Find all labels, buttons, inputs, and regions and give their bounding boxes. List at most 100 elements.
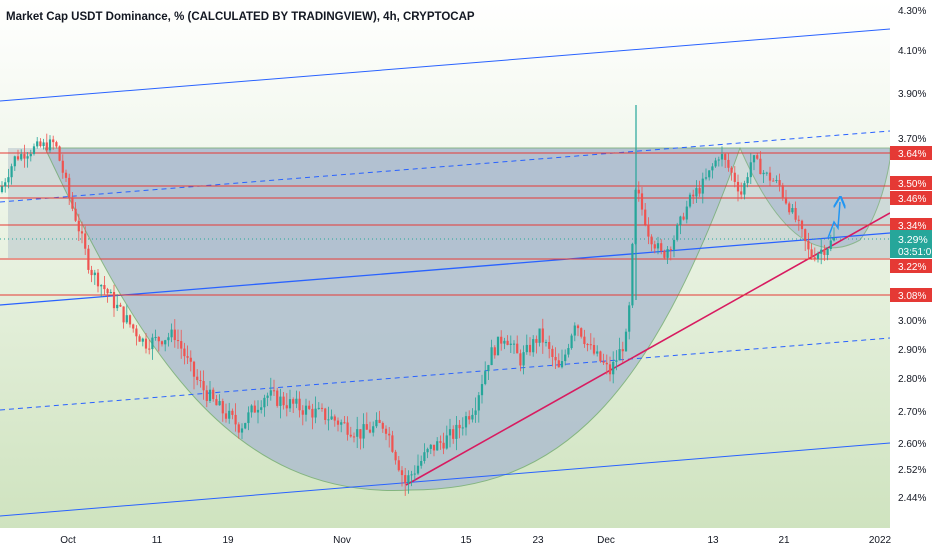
candle-body [160, 341, 164, 345]
candle-body [55, 142, 58, 147]
candle-body [221, 401, 224, 414]
level-badge-label: 3.08% [898, 291, 926, 302]
candle-body [349, 434, 352, 437]
candle-body [109, 292, 112, 294]
candle-body [522, 352, 525, 366]
candle-body [560, 361, 564, 368]
candle-body [605, 362, 608, 365]
candle-body [192, 361, 196, 377]
level-badge: 3.08% [890, 288, 932, 302]
candle-body [589, 344, 592, 346]
channel-lower-dashed [0, 337, 891, 411]
price-tick-label: 3.90% [898, 89, 926, 100]
candle-body [586, 344, 589, 346]
level-badge: 3.64% [890, 146, 932, 160]
candle-body [628, 305, 631, 332]
candle-body [167, 337, 170, 341]
candle-body [698, 188, 701, 194]
candle-body [464, 416, 468, 428]
candle-body [400, 470, 404, 476]
candle-body [42, 142, 45, 147]
level-badge-label: 3.64% [898, 149, 926, 160]
candle-body [484, 371, 487, 385]
candle-body [596, 351, 599, 354]
candle-body [0, 186, 4, 192]
candle-body [327, 419, 330, 421]
candle-body [759, 158, 762, 175]
candle-body [503, 340, 506, 344]
candle-body [122, 306, 125, 323]
level-badge: 3.50% [890, 176, 932, 190]
candle-body [391, 435, 394, 452]
candle-body [832, 237, 836, 241]
time-tick-label: 19 [222, 535, 234, 546]
candle-body [45, 142, 48, 151]
candle-body [420, 460, 423, 466]
candle-body [279, 396, 282, 406]
candle-body [701, 178, 704, 194]
time-axis[interactable] [0, 528, 932, 550]
candle-body [612, 361, 615, 375]
level-badge: 3.46% [890, 191, 932, 205]
candle-body [112, 292, 116, 309]
candle-body [84, 233, 87, 249]
candle-body [500, 336, 503, 344]
candle-body [298, 398, 301, 411]
candle-body [826, 249, 829, 255]
candle-body [461, 427, 464, 429]
candle-body [688, 194, 692, 207]
candle-body [666, 249, 669, 258]
projection-arrow [827, 202, 840, 239]
time-tick-label: Dec [597, 535, 615, 546]
current-price-badge: 3.29% 03:51:0 [890, 230, 932, 258]
countdown-timer: 03:51:0 [898, 247, 932, 258]
candle-body [100, 285, 103, 287]
candle-body [800, 220, 804, 230]
candle-body [452, 429, 455, 439]
candle-body [176, 340, 180, 342]
time-tick-label: 23 [532, 535, 544, 546]
candle-body [135, 328, 138, 337]
candle-body [525, 344, 528, 353]
candle-body [583, 336, 586, 345]
price-tick-label: 4.30% [898, 6, 926, 17]
candle-body [685, 206, 688, 220]
candle-body [324, 408, 327, 420]
candle-body [71, 197, 74, 209]
candles [0, 105, 836, 496]
candle-body [749, 162, 752, 178]
candle-body [269, 390, 272, 396]
candle-body [375, 419, 378, 427]
candle-body [772, 180, 775, 182]
chart-title: Market Cap USDT Dominance, % (CALCULATED… [6, 11, 475, 23]
candle-body [781, 185, 784, 198]
candle-body [292, 399, 295, 404]
time-tick-label: Nov [333, 535, 351, 546]
candle-body [506, 340, 509, 345]
candle-body [426, 448, 429, 453]
candle-body [487, 365, 490, 372]
candle-body [228, 410, 231, 419]
candle-body [797, 219, 800, 221]
candle-body [285, 405, 288, 409]
candle-body [186, 356, 189, 358]
candle-body [653, 244, 656, 249]
candle-body [20, 154, 23, 160]
candle-body [93, 272, 96, 276]
candle-body [212, 389, 215, 400]
candle-body [704, 177, 708, 179]
candle-body [343, 422, 346, 424]
candle-body [682, 216, 685, 220]
candle-body [103, 285, 106, 290]
candle-body [788, 203, 791, 213]
candle-body [631, 243, 634, 306]
candle-body [282, 396, 285, 406]
candle-body [743, 183, 746, 195]
candle-body [301, 410, 304, 415]
level-badge-label: 3.34% [898, 221, 926, 232]
price-axis[interactable] [890, 0, 932, 550]
candle-body [410, 474, 413, 476]
candle-body [538, 328, 541, 343]
channel-lower-line [0, 442, 891, 517]
